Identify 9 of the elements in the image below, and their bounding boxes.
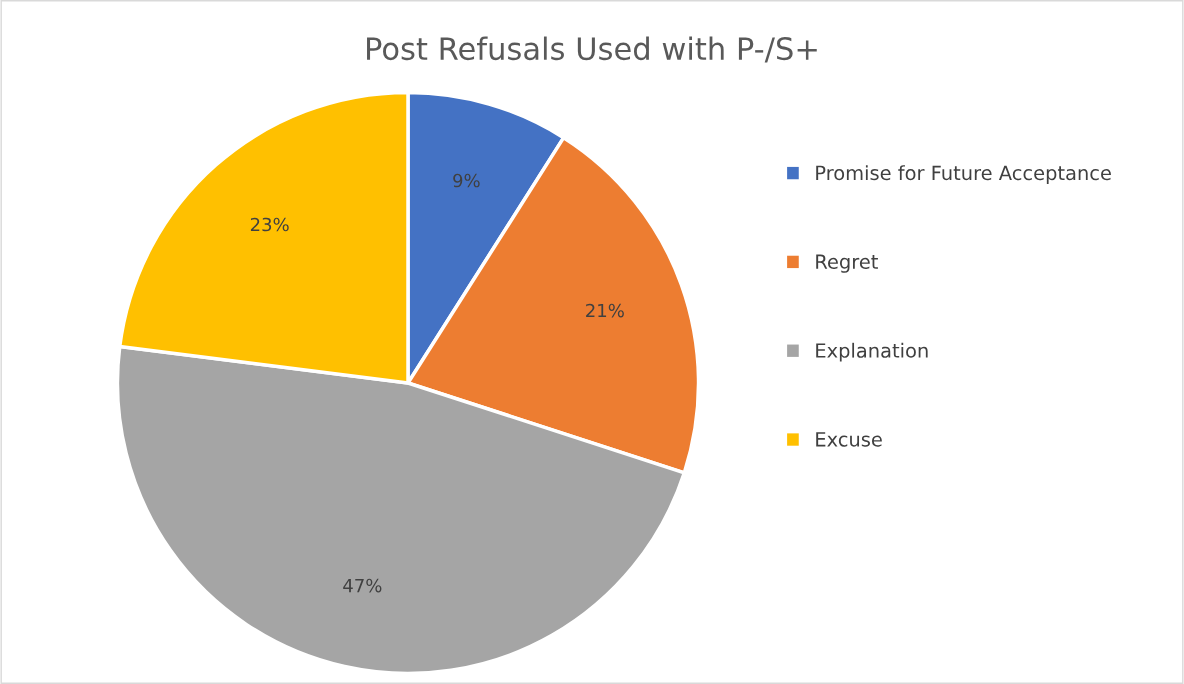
- data-label: 9%: [453, 173, 480, 188]
- legend-label: Regret: [816, 254, 878, 273]
- legend-label: Excuse: [816, 432, 882, 447]
- data-label: 21%: [586, 303, 624, 318]
- chart-title: Post Refusals Used with P-/S+: [367, 36, 817, 63]
- legend-label: Promise for Future Acceptance: [816, 165, 1111, 184]
- legend-label: Explanation: [816, 342, 928, 362]
- data-label: 47%: [343, 578, 382, 593]
- data-label: 23%: [250, 217, 289, 232]
